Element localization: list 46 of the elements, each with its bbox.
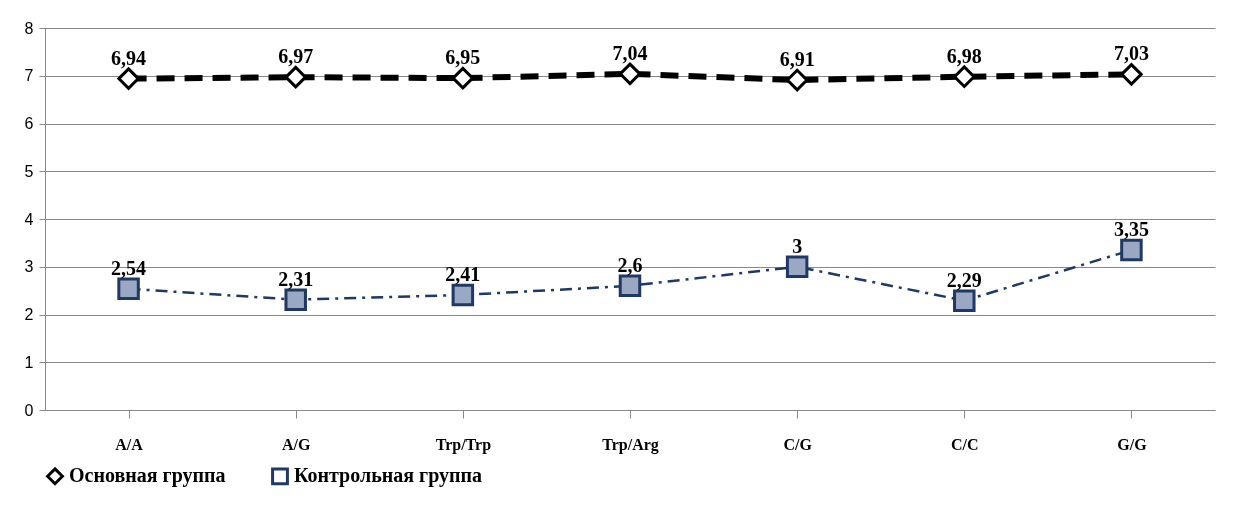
data-label: 6,91 [779, 48, 815, 71]
data-label: 7,03 [1113, 42, 1149, 65]
point [451, 283, 475, 307]
legend-label: Основная группа [69, 464, 226, 488]
x-tick-label: Trp/Trp [435, 435, 492, 454]
data-label: 3,35 [1113, 218, 1149, 241]
y-tick-label: 5 [24, 162, 34, 180]
point [953, 289, 976, 312]
y-tick-label: 2 [24, 306, 34, 323]
data-label: 7,04 [612, 41, 648, 64]
point [785, 255, 809, 278]
x-tick-label: A/A [115, 435, 144, 453]
point [284, 288, 307, 311]
data-label: 2,6 [617, 253, 643, 276]
data-label: 2,31 [278, 267, 314, 290]
point [451, 66, 475, 90]
point [618, 62, 642, 86]
point [1120, 63, 1143, 86]
point [785, 68, 809, 92]
x-tick-label: C/G [783, 435, 813, 453]
data-label: 3 [792, 234, 803, 257]
x-tick-label: G/G [1117, 435, 1148, 453]
point [117, 277, 140, 300]
x-tick-label: Trp/Arg [602, 435, 659, 454]
data-label: 2,54 [111, 256, 147, 279]
point [284, 65, 307, 89]
point [618, 274, 642, 298]
data-label: 2,29 [946, 268, 982, 291]
x-tick-label: A/G [281, 435, 311, 453]
data-label: 6,98 [946, 44, 982, 67]
point [1120, 238, 1143, 262]
y-tick-label: 0 [24, 401, 34, 419]
y-tick-label: 1 [24, 353, 34, 371]
y-tick-label: 8 [24, 19, 34, 37]
y-tick-label: 3 [24, 258, 34, 276]
x-tick-label: C/C [951, 435, 979, 453]
data-label: 2,41 [445, 262, 481, 285]
data-label: 6,95 [445, 46, 481, 69]
data-label: 6,97 [278, 45, 314, 68]
y-tick-label: 7 [24, 67, 34, 85]
y-tick-label: 4 [24, 210, 34, 228]
data-label: 6,94 [111, 46, 147, 69]
y-tick-label: 6 [24, 115, 34, 132]
point [117, 67, 140, 90]
point [953, 65, 976, 88]
legend-label: Контрольная группа [294, 464, 483, 488]
